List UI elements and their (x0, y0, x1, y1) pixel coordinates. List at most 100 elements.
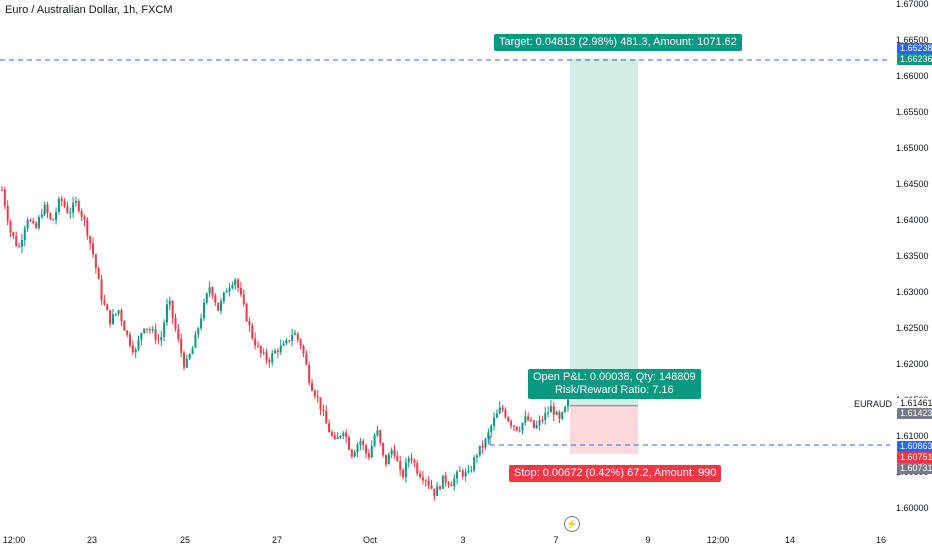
candle-body (185, 358, 188, 368)
candle-body (356, 444, 359, 452)
x-tick-label: 9 (645, 535, 650, 545)
candle-body (9, 221, 12, 233)
candle-body (63, 200, 66, 207)
price-axis[interactable]: 1.67000 1.66500 1.66000 1.65500 1.65000 1.645… (896, 0, 929, 513)
loss-zone (570, 405, 638, 454)
candle-body (319, 397, 322, 410)
candle-body (256, 345, 259, 347)
candle-body (194, 334, 197, 349)
candle-body (493, 417, 496, 426)
candle-body (43, 204, 46, 215)
candle-body (86, 219, 89, 237)
candle-body (69, 212, 72, 214)
x-tick-label: 14 (785, 535, 795, 545)
candle-body (535, 425, 538, 428)
candle-body (547, 412, 550, 414)
candle-body (40, 214, 43, 218)
candle-body (157, 339, 160, 341)
candle-body (262, 352, 265, 354)
candle-body (308, 364, 311, 383)
candle-body (541, 420, 544, 422)
candle-body (137, 339, 140, 350)
candle-body (151, 329, 154, 331)
candle-body (518, 430, 521, 432)
candle-body (103, 300, 106, 305)
candle-body (549, 405, 552, 413)
candle-body (143, 328, 146, 333)
candle-body (12, 232, 15, 237)
candle-body (245, 303, 248, 322)
candle-body (515, 426, 518, 431)
y-tick-label: 1.61000 (896, 431, 929, 441)
candle-body (23, 228, 26, 240)
candle-body (447, 482, 450, 485)
candle-body (367, 453, 370, 458)
symbol-label: EURAUD (853, 399, 892, 409)
candle-body (387, 454, 390, 465)
candle-body (424, 480, 427, 482)
candle-body (123, 321, 126, 331)
time-axis[interactable]: 12:00 23 25 27 Oct 3 7 9 12:00 14 16 (3, 535, 886, 545)
candle-body (154, 329, 157, 340)
candle-body (404, 462, 407, 477)
candle-body (370, 445, 373, 458)
x-tick-label: 12:00 (707, 535, 730, 545)
y-tick-label: 1.65500 (896, 107, 929, 117)
candle-body (228, 287, 231, 291)
candle-body (441, 475, 444, 489)
y-tick-label: 1.64000 (896, 215, 929, 225)
x-tick-label: 12:00 (3, 535, 26, 545)
candle-body (530, 420, 533, 422)
dashed-levels (0, 59, 890, 446)
candle-body (467, 470, 470, 473)
candle-body (555, 412, 558, 415)
candle-body (205, 293, 208, 303)
candle-body (444, 475, 447, 483)
candle-body (475, 455, 478, 458)
y-tick-label: 1.62500 (896, 323, 929, 333)
candle-body (439, 486, 442, 489)
candle-body (552, 405, 555, 415)
candle-body (410, 458, 413, 461)
position-zones (570, 58, 638, 454)
candle-body (330, 432, 333, 436)
y-tick-label: 1.64500 (896, 179, 929, 189)
candle-body (342, 432, 345, 436)
x-tick-label: 16 (876, 535, 886, 545)
y-tick-label: 1.63500 (896, 251, 929, 261)
candle-body (532, 420, 535, 428)
candle-body (32, 220, 35, 224)
candle-body (567, 399, 569, 407)
candle-body (106, 304, 109, 311)
candle-body (120, 310, 123, 322)
candle-body (274, 350, 277, 354)
candle-body (296, 333, 299, 340)
candle-body (74, 201, 77, 203)
candle-body (328, 423, 331, 433)
candle-body (35, 223, 38, 228)
candle-body (345, 432, 348, 438)
candle-body (416, 463, 419, 474)
candle-body (165, 304, 168, 323)
candle-body (293, 333, 296, 336)
candle-body (234, 279, 237, 286)
y-tick-label: 1.67000 (896, 0, 929, 9)
y-tick-label: 1.66000 (896, 71, 929, 81)
candles (1, 186, 569, 501)
candle-body (436, 486, 439, 496)
candle-body (97, 268, 100, 280)
y-tick-label: 1.65000 (896, 143, 929, 153)
candle-body (453, 478, 456, 487)
candle-body (114, 313, 117, 315)
timezone-icon[interactable]: ⚡ (564, 516, 580, 532)
candle-body (399, 461, 402, 470)
candle-body (299, 339, 302, 346)
candle-body (495, 413, 498, 418)
candle-body (498, 407, 501, 414)
stop-price-tag: 1.60751 (897, 452, 932, 463)
candle-body (180, 339, 183, 353)
candle-body (197, 328, 200, 335)
candle-body (373, 435, 376, 446)
candle-body (66, 206, 69, 214)
